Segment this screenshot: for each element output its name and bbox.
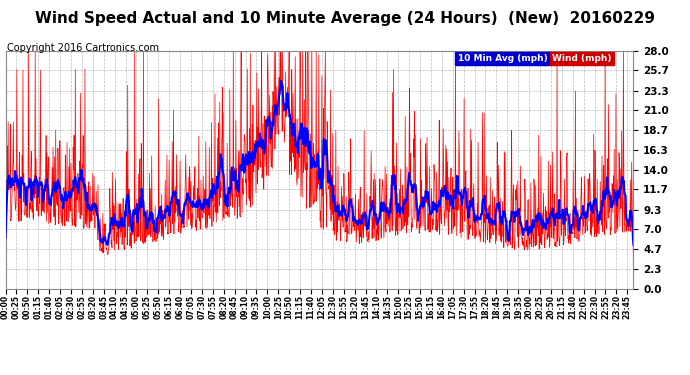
Text: Wind (mph): Wind (mph)	[552, 54, 611, 63]
Text: Copyright 2016 Cartronics.com: Copyright 2016 Cartronics.com	[7, 43, 159, 53]
Text: Wind Speed Actual and 10 Minute Average (24 Hours)  (New)  20160229: Wind Speed Actual and 10 Minute Average …	[35, 11, 655, 26]
Text: 10 Min Avg (mph): 10 Min Avg (mph)	[457, 54, 547, 63]
